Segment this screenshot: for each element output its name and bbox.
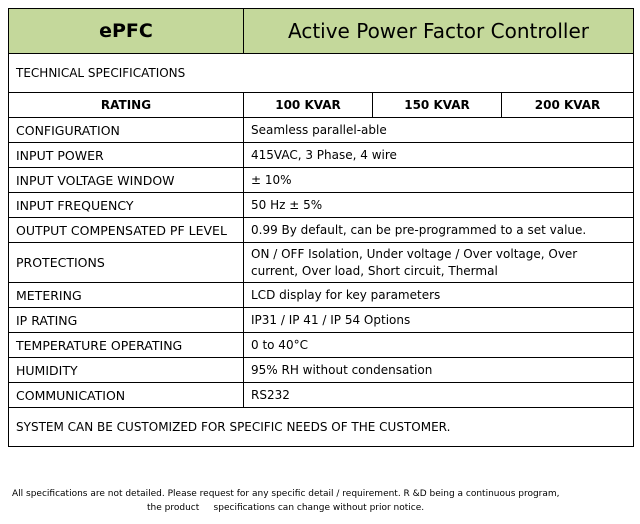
spec-label: OUTPUT COMPENSATED PF LEVEL — [8, 217, 244, 243]
spec-label: COMMUNICATION — [8, 382, 244, 408]
spec-row-communication: COMMUNICATION RS232 — [8, 382, 635, 408]
spec-row-temperature: TEMPERATURE OPERATING 0 to 40°C — [8, 332, 635, 358]
spec-value: 0.99 By default, can be pre-programmed t… — [242, 217, 635, 243]
spec-label: HUMIDITY — [8, 357, 244, 383]
customization-row: SYSTEM CAN BE CUSTOMIZED FOR SPECIFIC NE… — [7, 407, 635, 447]
spec-value: 95% RH without condensation — [242, 357, 635, 383]
spec-row-protections: PROTECTIONS ON / OFF Isolation, Under vo… — [8, 242, 635, 283]
spec-label: METERING — [8, 282, 244, 308]
footnote: All specifications are not detailed. Ple… — [12, 487, 612, 515]
spec-row-input-frequency: INPUT FREQUENCY 50 Hz ± 5% — [8, 192, 635, 218]
header-row: ePFC Active Power Factor Controller — [8, 8, 635, 54]
spec-value: Seamless parallel-able — [242, 117, 635, 143]
spec-value: ON / OFF Isolation, Under voltage / Over… — [242, 242, 635, 283]
spec-row-output-pf-level: OUTPUT COMPENSATED PF LEVEL 0.99 By defa… — [8, 217, 635, 243]
spec-value: RS232 — [242, 382, 635, 408]
spec-label: CONFIGURATION — [8, 117, 244, 143]
rating-option-200: 200 KVAR — [500, 92, 635, 118]
spec-value: LCD display for key parameters — [242, 282, 635, 308]
spec-value: 415VAC, 3 Phase, 4 wire — [242, 142, 635, 168]
spec-row-input-power: INPUT POWER 415VAC, 3 Phase, 4 wire — [8, 142, 635, 168]
spec-row-input-voltage-window: INPUT VOLTAGE WINDOW ± 10% — [8, 167, 635, 193]
rating-option-150: 150 KVAR — [372, 92, 502, 118]
spec-label: INPUT FREQUENCY — [8, 192, 244, 218]
spec-value: IP31 / IP 41 / IP 54 Options — [242, 307, 635, 333]
section-title-row: TECHNICAL SPECIFICATIONS — [7, 53, 635, 93]
customization-note: SYSTEM CAN BE CUSTOMIZED FOR SPECIFIC NE… — [7, 407, 635, 447]
rating-option-100: 100 KVAR — [243, 92, 373, 118]
rating-row: RATING 100 KVAR 150 KVAR 200 KVAR — [8, 92, 635, 118]
brand-name: ePFC — [8, 8, 244, 54]
footnote-line-1: All specifications are not detailed. Ple… — [12, 489, 560, 499]
spec-label: PROTECTIONS — [8, 242, 244, 283]
spec-row-configuration: CONFIGURATION Seamless parallel-able — [8, 117, 635, 143]
spec-label: TEMPERATURE OPERATING — [8, 332, 244, 358]
spec-label: INPUT POWER — [8, 142, 244, 168]
spec-value: 50 Hz ± 5% — [242, 192, 635, 218]
section-title: TECHNICAL SPECIFICATIONS — [7, 53, 635, 93]
spec-sheet: ePFC Active Power Factor Controller TECH… — [7, 8, 635, 447]
spec-row-humidity: HUMIDITY 95% RH without condensation — [8, 357, 635, 383]
spec-value: ± 10% — [242, 167, 635, 193]
footnote-line-2: the product specifications can change wi… — [147, 503, 425, 513]
rating-label: RATING — [8, 92, 244, 118]
spec-row-metering: METERING LCD display for key parameters — [8, 282, 635, 308]
spec-value: 0 to 40°C — [242, 332, 635, 358]
spec-label: INPUT VOLTAGE WINDOW — [8, 167, 244, 193]
spec-label: IP RATING — [8, 307, 244, 333]
product-title: Active Power Factor Controller — [242, 8, 635, 54]
spec-row-ip-rating: IP RATING IP31 / IP 41 / IP 54 Options — [8, 307, 635, 333]
spec-table: ePFC Active Power Factor Controller TECH… — [7, 8, 635, 447]
